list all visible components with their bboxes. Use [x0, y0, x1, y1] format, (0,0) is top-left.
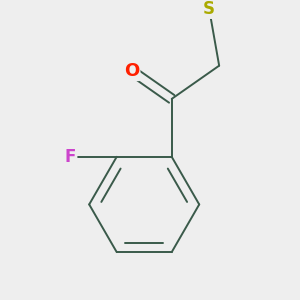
Text: F: F [65, 148, 76, 166]
Text: O: O [124, 62, 139, 80]
Text: S: S [203, 0, 215, 18]
